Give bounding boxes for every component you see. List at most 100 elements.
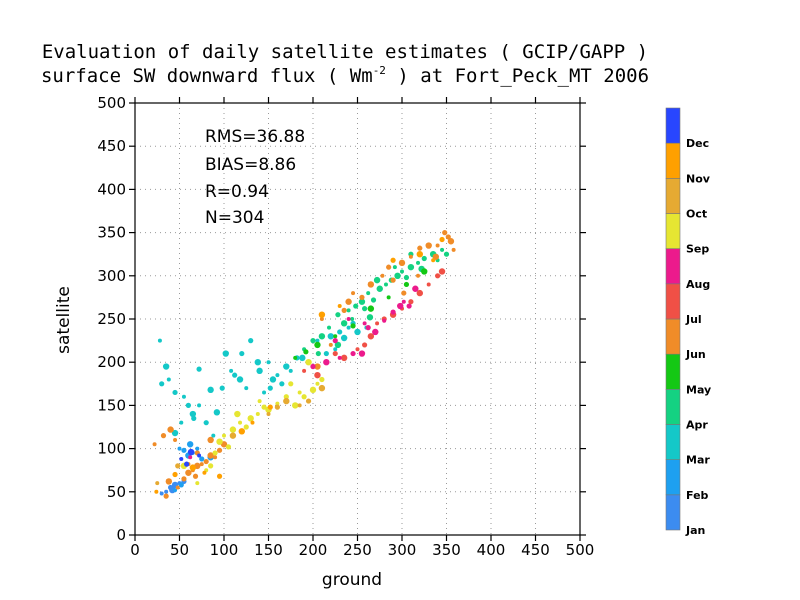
- data-point: [337, 329, 343, 335]
- data-point: [362, 321, 367, 326]
- data-point: [297, 390, 302, 395]
- chart-title-line-2: surface SW downward flux ( Wm-2 ) at For…: [41, 64, 649, 87]
- legend-label-sep: Sep: [686, 243, 709, 256]
- data-point: [293, 355, 298, 360]
- data-point: [351, 291, 356, 296]
- data-point: [346, 317, 351, 321]
- legend-label-jan: Jan: [685, 524, 705, 537]
- legend-label-dec: Dec: [686, 137, 709, 150]
- data-point: [275, 401, 280, 406]
- data-point: [443, 251, 450, 257]
- data-point: [207, 452, 214, 459]
- data-point: [189, 464, 197, 471]
- y-tick-label: 50: [107, 483, 126, 501]
- data-point: [337, 355, 342, 360]
- data-point: [172, 471, 178, 478]
- data-point: [247, 415, 254, 422]
- data-point: [269, 376, 277, 383]
- legend-label-apr: Apr: [686, 419, 708, 432]
- data-point: [196, 366, 202, 372]
- data-point: [362, 342, 368, 348]
- data-point: [390, 309, 396, 315]
- data-point: [166, 377, 171, 382]
- data-point: [213, 455, 218, 460]
- data-point: [179, 456, 184, 461]
- data-point: [401, 290, 407, 296]
- data-point: [416, 273, 421, 278]
- legend-label-jul: Jul: [685, 313, 702, 326]
- data-point: [319, 317, 324, 321]
- x-tick-label: 200: [299, 541, 328, 559]
- data-point: [373, 276, 381, 284]
- data-point: [165, 478, 173, 485]
- data-point: [318, 384, 326, 392]
- data-point: [175, 463, 181, 469]
- data-point: [340, 354, 348, 362]
- data-point: [274, 404, 280, 410]
- legend-swatch-apr: [665, 389, 681, 425]
- data-point: [421, 255, 427, 262]
- data-point: [425, 242, 432, 249]
- x-tick-label: 300: [388, 541, 417, 559]
- data-point: [435, 273, 441, 279]
- data-point: [421, 268, 428, 275]
- data-point: [327, 333, 334, 340]
- data-point: [234, 410, 241, 418]
- data-point: [199, 462, 204, 467]
- series-apr: [302, 247, 450, 357]
- stat-n: N=304: [205, 208, 264, 228]
- data-point: [332, 350, 338, 357]
- data-point: [386, 295, 391, 300]
- data-point: [302, 368, 307, 373]
- data-point: [225, 444, 232, 450]
- data-point: [279, 381, 285, 387]
- data-point: [211, 433, 216, 438]
- data-point: [438, 268, 446, 275]
- data-point: [335, 312, 341, 318]
- data-point: [243, 424, 249, 430]
- legend-swatch-jun: [665, 318, 681, 355]
- data-point: [407, 263, 415, 271]
- data-point: [370, 297, 377, 303]
- data-point: [403, 281, 410, 288]
- data-point: [219, 385, 225, 391]
- data-point: [403, 274, 410, 281]
- series-sep: [180, 359, 325, 486]
- data-point: [328, 342, 333, 347]
- data-point: [406, 303, 412, 309]
- data-point: [288, 368, 293, 373]
- data-point: [362, 306, 368, 312]
- data-point: [440, 247, 445, 252]
- data-point: [447, 238, 455, 245]
- data-point: [195, 481, 200, 486]
- title-line-2-prefix: surface SW downward flux ( Wm: [41, 65, 373, 87]
- data-point: [216, 447, 223, 453]
- data-point: [163, 493, 169, 499]
- data-point: [187, 448, 195, 456]
- data-point: [195, 446, 200, 451]
- legend-swatch-jan: [665, 494, 681, 531]
- data-point: [310, 338, 316, 344]
- data-point: [380, 273, 385, 278]
- month-color-legend: Jan Feb Mar Apr May Jun Jul Aug Sep Oct Nov Dec: [665, 107, 711, 537]
- data-point: [340, 334, 348, 342]
- legend-swatch-sep: [665, 213, 681, 249]
- data-point: [412, 285, 419, 292]
- data-point: [359, 294, 365, 300]
- legend-label-feb: Feb: [686, 489, 709, 502]
- y-tick-label: 250: [97, 310, 126, 328]
- data-point: [244, 386, 249, 391]
- x-tick-label: 100: [210, 541, 239, 559]
- data-point: [341, 307, 347, 313]
- y-tick-label: 300: [97, 267, 126, 285]
- data-point: [197, 403, 202, 408]
- x-tick-label: 250: [343, 541, 372, 559]
- data-point: [254, 359, 262, 366]
- data-point: [159, 491, 164, 496]
- data-point: [442, 230, 448, 236]
- data-point: [383, 282, 388, 287]
- series-aug: [188, 285, 419, 460]
- data-point: [173, 437, 178, 442]
- legend-swatch-nov: [665, 142, 681, 179]
